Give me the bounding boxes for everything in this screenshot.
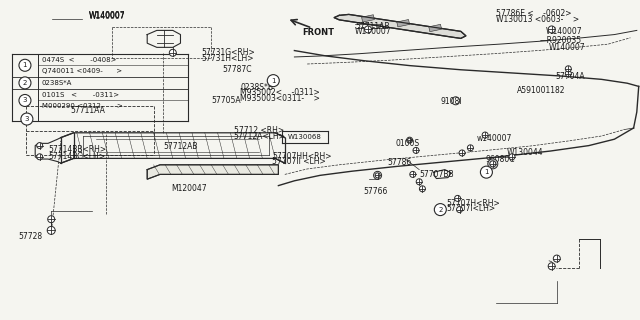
- Text: 0101S   <       -0311>: 0101S < -0311>: [42, 92, 119, 98]
- Text: 57766: 57766: [364, 187, 388, 196]
- Circle shape: [21, 113, 33, 125]
- Text: M935002<    -0311>: M935002< -0311>: [240, 88, 320, 97]
- Circle shape: [19, 94, 31, 107]
- Polygon shape: [147, 165, 278, 179]
- Circle shape: [410, 172, 416, 177]
- Circle shape: [19, 59, 31, 71]
- Circle shape: [408, 138, 412, 142]
- Circle shape: [375, 173, 380, 178]
- Text: W140007: W140007: [355, 27, 392, 36]
- Text: 57731G<RH>: 57731G<RH>: [202, 48, 255, 57]
- Text: 57707I<LH>: 57707I<LH>: [446, 204, 495, 213]
- Text: 1: 1: [484, 169, 489, 175]
- Circle shape: [554, 255, 560, 262]
- Text: 0238S*A: 0238S*A: [42, 80, 72, 86]
- Text: W130013 <0603-    >: W130013 <0603- >: [496, 15, 579, 24]
- Text: 3: 3: [24, 116, 29, 122]
- Text: Q740011 <0409-      >: Q740011 <0409- >: [42, 68, 122, 74]
- Text: W130068: W130068: [288, 134, 321, 140]
- Text: 57714BB<RH>: 57714BB<RH>: [48, 145, 106, 154]
- Text: 57707BB: 57707BB: [419, 170, 454, 179]
- Circle shape: [565, 66, 572, 72]
- Text: 57787C: 57787C: [223, 65, 252, 74]
- Text: M120047: M120047: [172, 184, 207, 193]
- Circle shape: [48, 216, 54, 223]
- Text: 57707HH<RH>: 57707HH<RH>: [272, 152, 332, 161]
- Circle shape: [467, 145, 474, 151]
- Text: 1: 1: [271, 78, 276, 84]
- Circle shape: [565, 71, 572, 76]
- Circle shape: [454, 196, 461, 201]
- Circle shape: [435, 204, 446, 216]
- Circle shape: [509, 154, 515, 160]
- Circle shape: [19, 77, 31, 89]
- Circle shape: [482, 132, 488, 138]
- Text: 57786E <    -0602>: 57786E < -0602>: [496, 9, 572, 18]
- Text: W140007: W140007: [545, 27, 582, 36]
- Bar: [429, 24, 442, 32]
- Text: W140007: W140007: [88, 11, 125, 20]
- Text: 57731H<LH>: 57731H<LH>: [202, 54, 254, 63]
- Text: M000290 <0312-      >: M000290 <0312- >: [42, 103, 122, 109]
- Text: 57712A<LH>: 57712A<LH>: [234, 132, 285, 141]
- Bar: [397, 20, 410, 27]
- Circle shape: [268, 75, 279, 87]
- Circle shape: [170, 49, 176, 56]
- Circle shape: [548, 26, 555, 33]
- Circle shape: [416, 179, 422, 185]
- Text: 57704A: 57704A: [556, 72, 585, 81]
- Text: 57711AA: 57711AA: [70, 106, 105, 115]
- Circle shape: [365, 26, 371, 33]
- Text: 57707H<RH>: 57707H<RH>: [446, 199, 500, 208]
- Text: M935003<0311-    >: M935003<0311- >: [240, 94, 320, 103]
- Text: 57714BC<LH>: 57714BC<LH>: [48, 152, 105, 161]
- Circle shape: [490, 161, 496, 167]
- Text: 1: 1: [22, 62, 28, 68]
- Text: 0474S  <       -0408>: 0474S < -0408>: [42, 57, 116, 63]
- Text: FRONT: FRONT: [302, 28, 334, 37]
- Circle shape: [456, 207, 463, 212]
- Bar: [362, 15, 374, 22]
- Text: w140007: w140007: [477, 134, 512, 143]
- Text: 57705A: 57705A: [211, 96, 241, 105]
- Circle shape: [419, 186, 426, 192]
- Text: W140007: W140007: [88, 11, 125, 20]
- Text: 57711AB: 57711AB: [355, 22, 390, 31]
- Circle shape: [36, 143, 43, 148]
- Text: 57712AB: 57712AB: [163, 142, 198, 151]
- Text: 0100S: 0100S: [396, 139, 420, 148]
- Text: 9108I: 9108I: [440, 97, 462, 106]
- Text: —R920035: —R920035: [540, 36, 582, 45]
- Circle shape: [47, 227, 55, 234]
- Circle shape: [459, 150, 465, 156]
- Text: 3: 3: [22, 98, 28, 103]
- Text: 2: 2: [23, 80, 27, 86]
- Text: 57707II <LH>: 57707II <LH>: [272, 157, 326, 166]
- Circle shape: [548, 263, 555, 270]
- Text: W140007: W140007: [88, 12, 125, 21]
- Text: 57786: 57786: [387, 158, 412, 167]
- Text: 0238S*B: 0238S*B: [240, 83, 273, 92]
- Text: 96080C: 96080C: [485, 155, 515, 164]
- Circle shape: [488, 159, 498, 169]
- Circle shape: [481, 166, 492, 178]
- Circle shape: [413, 148, 419, 153]
- Text: A591001182: A591001182: [517, 86, 566, 95]
- Polygon shape: [334, 14, 466, 38]
- Text: 57728: 57728: [18, 232, 42, 241]
- Text: W130044: W130044: [507, 148, 543, 157]
- Text: 57712 <RH>: 57712 <RH>: [234, 126, 284, 135]
- Text: 2: 2: [438, 207, 442, 212]
- Circle shape: [36, 154, 43, 160]
- Text: W140007: W140007: [549, 43, 586, 52]
